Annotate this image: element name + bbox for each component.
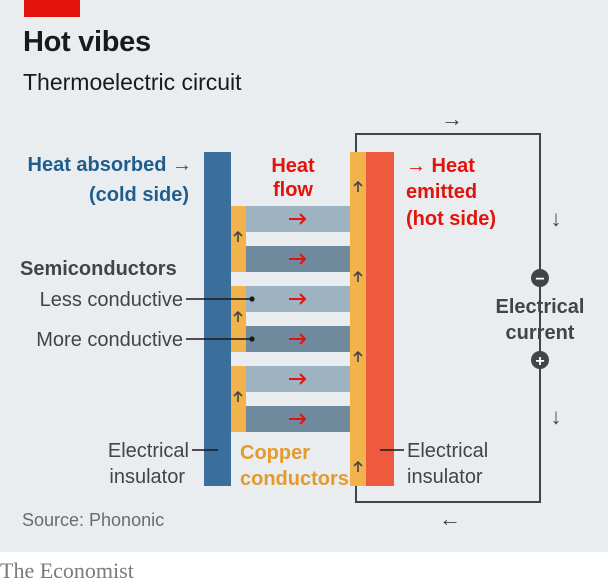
heat-flow-arrow-icon — [289, 373, 307, 385]
heat-absorbed-label: Heat absorbed → — [28, 154, 192, 176]
current-up-arrow-icon — [353, 460, 363, 472]
graphic-panel — [0, 0, 608, 552]
leader-dot — [249, 296, 255, 302]
circuit-arrow-top-icon: → — [441, 106, 463, 131]
negative-terminal-icon — [531, 269, 549, 287]
electrical-current-label: Electrical — [496, 296, 585, 318]
cold-side-plate — [204, 152, 231, 486]
heat-flow-arrow-icon — [289, 333, 307, 345]
heat-emitted-label: → Heat — [406, 155, 475, 177]
footer-area — [0, 552, 608, 587]
positive-terminal-icon — [531, 351, 549, 369]
copper-conductors-label: Copper — [240, 442, 310, 464]
heat-emitted-label-2: emitted — [406, 181, 477, 203]
cold-side-label: (cold side) — [89, 184, 189, 206]
circuit-arrow-bottom-icon: ← — [439, 506, 461, 531]
source-note: Source: Phononic — [22, 510, 165, 530]
current-up-arrow-icon — [233, 310, 243, 322]
less-conductive-label: Less conductive — [40, 289, 183, 311]
brand-tag — [24, 0, 80, 17]
brand-footer: The Economist — [0, 558, 134, 583]
circuit-arrow-down-icon: ↓ — [551, 206, 562, 231]
circuit-arrow-down-icon: ↓ — [551, 404, 562, 429]
leader-dot — [249, 336, 255, 342]
current-up-arrow-icon — [233, 230, 243, 242]
current-up-arrow-icon — [233, 390, 243, 402]
page-title: Hot vibes — [23, 26, 151, 58]
page-subtitle: Thermoelectric circuit — [23, 69, 242, 95]
insulator-right-label-2: insulator — [407, 466, 483, 488]
insulator-left-label-2: insulator — [109, 466, 185, 488]
hot-side-plate — [366, 152, 394, 486]
current-up-arrow-icon — [353, 270, 363, 282]
semiconductors-label: Semiconductors — [20, 258, 177, 280]
insulator-left-label: Electrical — [108, 440, 189, 462]
insulator-right-label: Electrical — [407, 440, 488, 462]
right-copper-strip — [350, 152, 366, 486]
current-up-arrow-icon — [353, 180, 363, 192]
minus-sign: − — [535, 271, 544, 288]
hot-side-label: (hot side) — [406, 208, 496, 230]
copper-conductors-label-2: conductors — [240, 468, 349, 490]
heat-flow-arrow-icon — [289, 253, 307, 265]
thermoelectric-diagram: → ↓ ↓ ← − + Heat absorbed → (cold side) … — [20, 106, 585, 531]
heat-flow-arrow-icon — [289, 293, 307, 305]
heat-flow-label: Heat — [271, 155, 315, 177]
more-conductive-label: More conductive — [36, 329, 183, 351]
heat-flow-arrow-icon — [289, 413, 307, 425]
circuit-wire — [355, 133, 541, 503]
heat-flow-arrow-icon — [289, 213, 307, 225]
plus-sign: + — [535, 353, 544, 370]
current-up-arrow-icon — [353, 350, 363, 362]
electrical-current-label-2: current — [506, 322, 575, 344]
heat-flow-label-2: flow — [273, 179, 313, 201]
